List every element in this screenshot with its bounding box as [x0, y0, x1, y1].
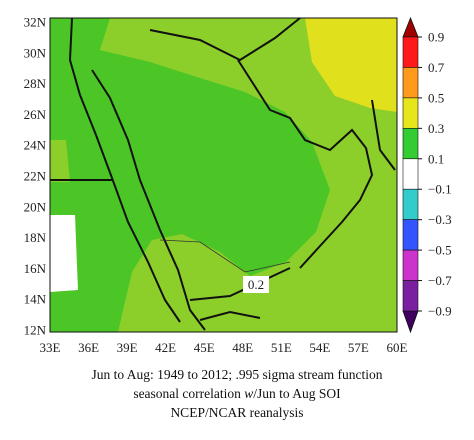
caption-part: /Jun to Aug SOI	[253, 386, 341, 401]
lat-label: 16N	[24, 261, 47, 276]
region-mid	[50, 18, 330, 332]
colorbar-label: −0.7	[428, 273, 452, 288]
lat-label: 26N	[24, 107, 47, 122]
map-frame	[49, 17, 398, 333]
lat-label: 14N	[24, 292, 47, 307]
region-band	[50, 140, 70, 182]
contour-label: 0.2	[248, 277, 264, 292]
colorbar-top	[402, 16, 419, 38]
contours	[159, 239, 291, 273]
colorbar-bottom	[402, 310, 419, 334]
ticks: 32N 30N 28N 26N 24N 22N 20N 18N 16N 14N 12N 33E 36E 3…	[24, 15, 408, 356]
lat-label: 30N	[24, 45, 47, 60]
lat-label: 24N	[24, 138, 47, 153]
lon-label: 45E	[194, 340, 215, 355]
colorbar-label: 0.5	[428, 90, 444, 105]
colorbar-band	[402, 249, 419, 281]
caption-line: seasonal correlation w/Jun to Aug SOI	[133, 386, 341, 401]
lat-label: 28N	[24, 76, 47, 91]
colorbar-label: 0.9	[428, 30, 444, 45]
colorbar-label: 0.1	[428, 151, 444, 166]
lat-label: 12N	[24, 323, 47, 338]
map: 0.2	[49, 17, 398, 333]
lat-label: 18N	[24, 230, 47, 245]
colorbar-band	[402, 280, 419, 312]
colorbar-band	[402, 188, 419, 220]
colorbar-label: 0.3	[428, 121, 444, 136]
region-high	[305, 18, 397, 112]
lon-label: 36E	[78, 340, 99, 355]
colorbar-label: −0.9	[428, 304, 452, 319]
lon-label: 48E	[232, 340, 253, 355]
lon-label: 51E	[271, 340, 292, 355]
lon-label: 42E	[155, 340, 176, 355]
colorbar-band	[402, 67, 419, 99]
lon-label: 39E	[117, 340, 138, 355]
colorbar-band	[402, 219, 419, 251]
colorbar-label: −0.1	[428, 182, 452, 197]
lat-label: 22N	[24, 169, 47, 184]
coastlines	[50, 17, 396, 331]
colorbar-band	[402, 158, 419, 190]
caption-italic: w	[244, 386, 253, 401]
lat-label: 32N	[24, 15, 47, 30]
lon-label: 33E	[40, 340, 61, 355]
colorbar-label: 0.7	[428, 60, 445, 75]
colorbar-label: −0.3	[428, 212, 452, 227]
lon-label: 60E	[386, 340, 407, 355]
colorbar-label: −0.5	[428, 243, 452, 258]
colorbar-band	[402, 97, 419, 129]
lon-label: 57E	[348, 340, 369, 355]
caption-line: NCEP/NCAR reanalysis	[170, 405, 303, 420]
colorbar: 0.9 0.7 0.5 0.3 0.1 −0.1 −0.3 −0.5 −0.7 −0.9	[402, 16, 452, 334]
lat-label: 20N	[24, 199, 47, 214]
caption-part: seasonal correlation	[133, 386, 244, 401]
contour-label-box	[243, 276, 269, 293]
colorbar-band	[402, 128, 419, 160]
caption-line: Jun to Aug: 1949 to 2012; .995 sigma str…	[92, 367, 383, 382]
colorbar-band	[402, 36, 419, 68]
region-neutral	[50, 215, 78, 292]
lon-label: 54E	[309, 340, 330, 355]
